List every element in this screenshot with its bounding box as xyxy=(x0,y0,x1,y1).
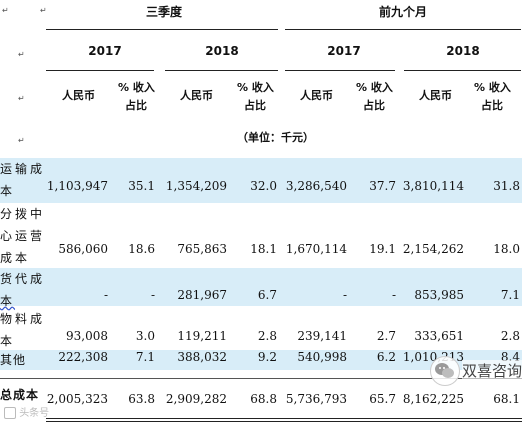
cell-rmb-value: 765,863 xyxy=(177,242,227,256)
row-label-total: 总成本 xyxy=(0,388,40,402)
cell-rmb-value: 5,736,793 xyxy=(285,392,347,406)
cell-rmb-value: 1,103,947 xyxy=(46,179,108,193)
cell-pct-value: 2.8 xyxy=(257,329,277,343)
row-band-other xyxy=(0,350,522,370)
cell-rmb-value: 281,967 xyxy=(177,288,227,302)
header-rule xyxy=(285,29,521,30)
row-label-freight: 货代成本 xyxy=(0,272,46,308)
cell-pct-value: - xyxy=(150,288,155,302)
cell-pct-value: 6.2 xyxy=(376,350,396,364)
cell-rmb-value: 222,308 xyxy=(58,350,108,364)
cell-rmb-value: 2,909,282 xyxy=(165,392,227,406)
cell-rmb-value: 333,651 xyxy=(414,329,464,343)
cell-pct-value: 18.1 xyxy=(250,242,277,256)
cell-pct-value: 7.1 xyxy=(135,350,155,364)
pct-label-line2: 占比 xyxy=(244,99,266,112)
cell-rmb-value: 586,060 xyxy=(58,242,108,256)
cell-pct-value: 2.7 xyxy=(376,329,396,343)
source-logo-icon xyxy=(4,407,16,419)
cell-rmb-value: 540,998 xyxy=(297,350,347,364)
total-double-rule xyxy=(46,421,522,422)
header-q3: 三季度 xyxy=(145,5,182,19)
year-col-3: 2017 xyxy=(327,44,361,58)
wechat-logo-icon xyxy=(430,356,460,386)
year-rule xyxy=(404,70,521,71)
cell-pct-value: 2.8 xyxy=(500,329,520,343)
year-col-4: 2018 xyxy=(446,44,480,58)
cell-pct-value: 31.8 xyxy=(493,179,520,193)
cell-rmb-value: - xyxy=(342,288,347,302)
cell-pct-value: 63.8 xyxy=(128,392,155,406)
cell-pct-value: 32.0 xyxy=(250,179,277,193)
row-label-materials: 物料成本 xyxy=(0,312,46,348)
cell-rmb-value: 388,032 xyxy=(177,350,227,364)
pct-label-line2: 占比 xyxy=(363,99,385,112)
paragraph-mark: ↵ xyxy=(18,136,25,145)
cell-rmb-value: 1,354,209 xyxy=(165,179,227,193)
paragraph-mark: ↵ xyxy=(18,94,25,103)
source-watermark: 头条号 xyxy=(4,404,49,419)
pct-label-line1: % 收入 xyxy=(474,81,511,94)
header-rule xyxy=(46,29,278,30)
row-label-hub: 分拨中 心运营 成本 xyxy=(0,207,46,265)
year-col-1: 2017 xyxy=(88,44,122,58)
total-double-rule xyxy=(46,418,522,419)
year-rule xyxy=(46,70,154,71)
cell-pct-value: 65.7 xyxy=(369,392,396,406)
year-rule xyxy=(285,70,395,71)
rmb-label: 人民币 xyxy=(419,89,452,102)
cell-rmb-value: 1,670,114 xyxy=(285,242,347,256)
cell-rmb-value: 239,141 xyxy=(297,329,347,343)
cell-rmb-value: 853,985 xyxy=(414,288,464,302)
rmb-label: 人民币 xyxy=(180,89,213,102)
cell-pct-value: 19.1 xyxy=(369,242,396,256)
row-band-transport xyxy=(0,158,522,203)
cell-rmb-value: 3,810,114 xyxy=(402,179,464,193)
cell-pct-value: 37.7 xyxy=(369,179,396,193)
cell-rmb-value: 2,154,262 xyxy=(402,242,464,256)
cell-pct-value: - xyxy=(391,288,396,302)
pct-label-line1: % 收入 xyxy=(237,81,274,94)
header-nine-months: 前九个月 xyxy=(378,5,427,19)
cell-pct-value: 6.7 xyxy=(257,288,277,302)
total-top-rule xyxy=(0,378,522,379)
paragraph-mark: ↵ xyxy=(18,50,25,59)
cell-rmb-value: 2,005,323 xyxy=(46,392,108,406)
cell-pct-value: 3.0 xyxy=(135,329,155,343)
cell-pct-value: 9.2 xyxy=(257,350,277,364)
cell-pct-value: 18.0 xyxy=(493,242,520,256)
cell-rmb-value: 3,286,540 xyxy=(285,179,347,193)
rmb-label: 人民币 xyxy=(300,89,333,102)
pct-label-line2: 占比 xyxy=(125,99,147,112)
cell-pct-value: 68.1 xyxy=(493,392,520,406)
cell-pct-value: 18.6 xyxy=(128,242,155,256)
paragraph-mark: ↵ xyxy=(2,6,9,15)
row-label-transport: 运输成本 xyxy=(0,162,46,198)
cell-pct-value: 35.1 xyxy=(128,179,155,193)
cell-rmb-value: 8,162,225 xyxy=(402,392,464,406)
rmb-label: 人民币 xyxy=(62,89,95,102)
year-col-2: 2018 xyxy=(205,44,239,58)
paragraph-mark: ↵ xyxy=(40,6,47,15)
cell-rmb-value: - xyxy=(103,288,108,302)
pct-label-line1: % 收入 xyxy=(118,81,155,94)
pct-label-line2: 占比 xyxy=(481,99,503,112)
year-rule xyxy=(165,70,278,71)
cell-pct-value: 7.1 xyxy=(500,288,520,302)
unit-label: （单位：千元） xyxy=(237,131,314,144)
pct-label-line1: % 收入 xyxy=(356,81,393,94)
row-band-freight xyxy=(0,268,522,306)
cell-rmb-value: 119,211 xyxy=(177,329,227,343)
cell-pct-value: 68.8 xyxy=(250,392,277,406)
cell-rmb-value: 93,008 xyxy=(66,329,108,343)
brand-watermark: 双喜咨询 xyxy=(462,360,522,381)
row-label-other: 其他 xyxy=(0,353,27,367)
